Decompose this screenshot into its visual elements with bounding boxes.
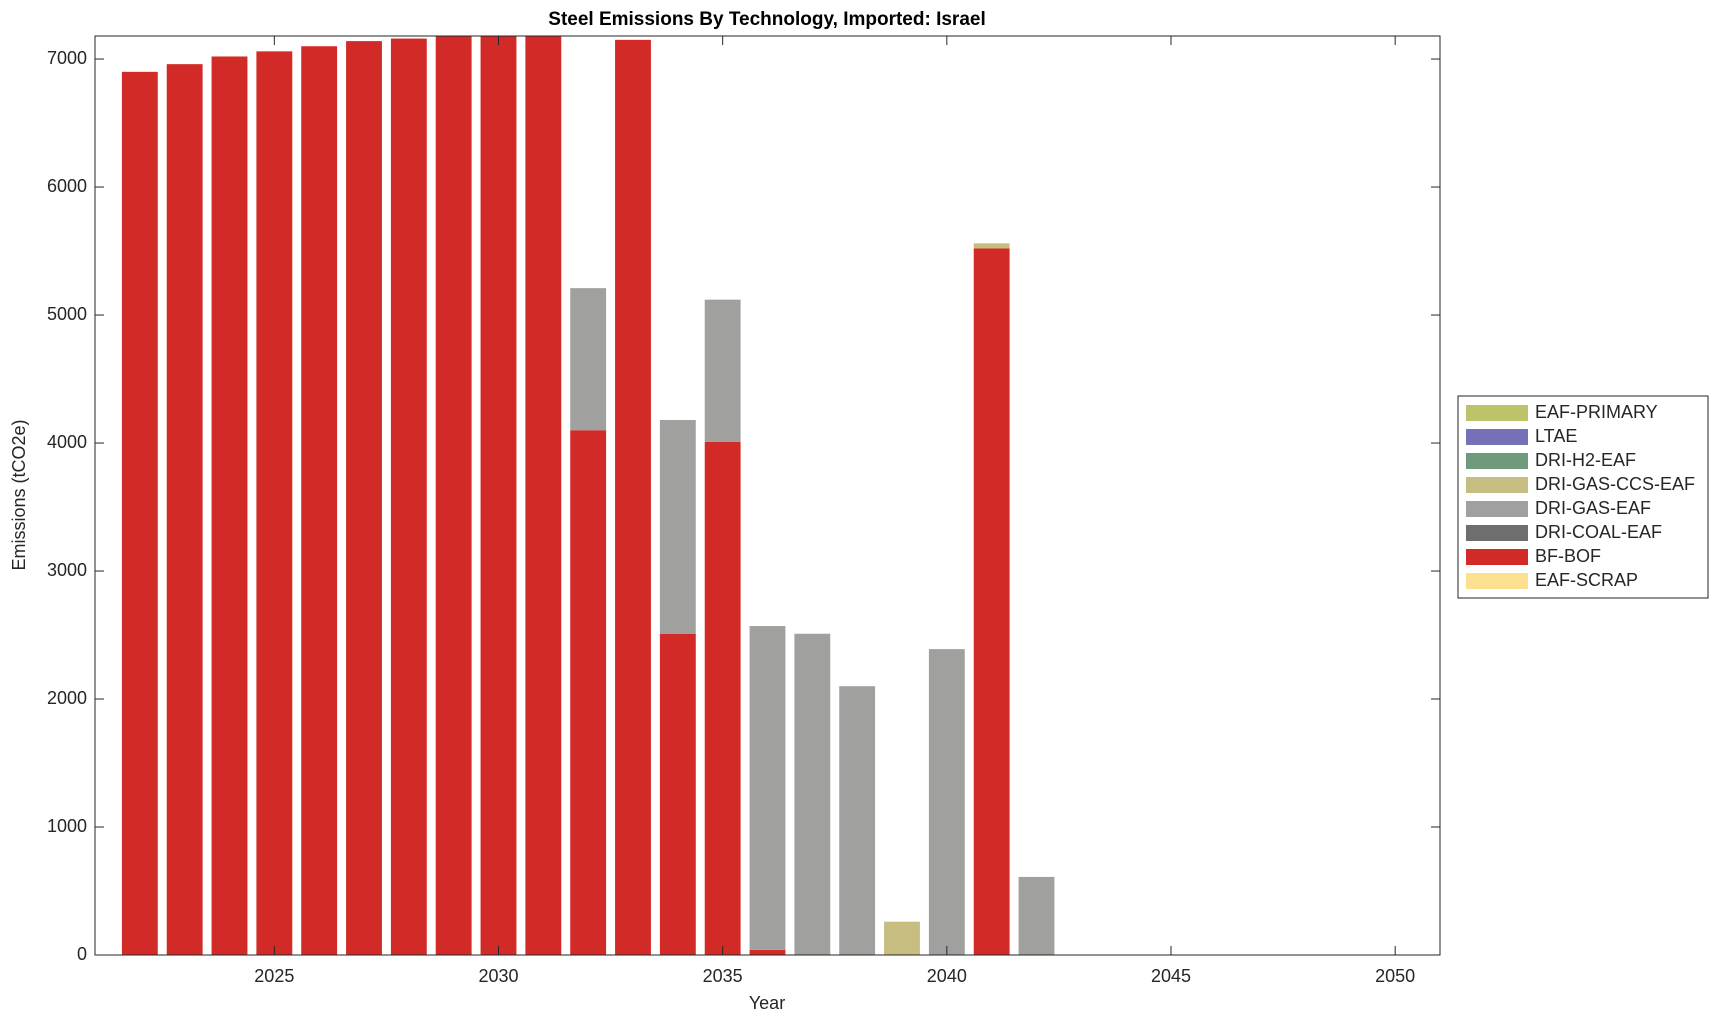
legend-label: DRI-H2-EAF bbox=[1535, 450, 1636, 470]
bar-segment bbox=[973, 243, 1010, 249]
legend-label: EAF-PRIMARY bbox=[1535, 402, 1658, 422]
bar-segment bbox=[435, 36, 472, 955]
legend-label: LTAE bbox=[1535, 426, 1577, 446]
bar-segment bbox=[839, 686, 876, 955]
plot-area bbox=[121, 36, 1055, 955]
bar-segment bbox=[525, 36, 562, 955]
bar-segment bbox=[973, 248, 1010, 955]
bar-segment bbox=[659, 419, 696, 634]
bar-segment bbox=[121, 71, 158, 955]
bar-segment bbox=[1018, 876, 1055, 955]
legend-swatch bbox=[1466, 525, 1528, 541]
y-tick-label: 0 bbox=[77, 944, 87, 964]
legend-swatch bbox=[1466, 429, 1528, 445]
legend-swatch bbox=[1466, 477, 1528, 493]
bar-segment bbox=[794, 633, 831, 955]
bar-segment bbox=[659, 633, 696, 955]
bar-segment bbox=[749, 949, 786, 955]
axes-box bbox=[94, 35, 1441, 956]
x-tick-label: 2025 bbox=[254, 966, 294, 986]
y-tick-label: 5000 bbox=[47, 304, 87, 324]
x-tick-label: 2040 bbox=[927, 966, 967, 986]
bar-segment bbox=[704, 299, 741, 442]
bar-segment bbox=[211, 56, 248, 955]
y-tick-label: 6000 bbox=[47, 176, 87, 196]
x-tick-label: 2035 bbox=[703, 966, 743, 986]
legend-label: DRI-COAL-EAF bbox=[1535, 522, 1662, 542]
legend-swatch bbox=[1466, 549, 1528, 565]
y-tick-label: 4000 bbox=[47, 432, 87, 452]
bar-segment bbox=[346, 41, 382, 955]
x-tick-label: 2050 bbox=[1375, 966, 1415, 986]
legend-label: DRI-GAS-CCS-EAF bbox=[1535, 474, 1695, 494]
bar-segment bbox=[704, 441, 741, 955]
x-tick-label: 2045 bbox=[1151, 966, 1191, 986]
legend-label: BF-BOF bbox=[1535, 546, 1601, 566]
bar-segment bbox=[301, 46, 338, 955]
legend-swatch bbox=[1466, 573, 1528, 589]
x-tick-label: 2030 bbox=[478, 966, 518, 986]
legend-label: EAF-SCRAP bbox=[1535, 570, 1638, 590]
bar-segment bbox=[884, 921, 920, 955]
bar-segment bbox=[480, 36, 517, 955]
bar-segment bbox=[928, 649, 965, 955]
legend-swatch bbox=[1466, 453, 1528, 469]
bar-segment bbox=[570, 288, 607, 431]
x-axis-label: Year bbox=[749, 993, 785, 1013]
y-tick-label: 2000 bbox=[47, 688, 87, 708]
bar-segment bbox=[570, 430, 607, 955]
y-tick-label: 3000 bbox=[47, 560, 87, 580]
bar-segment bbox=[749, 626, 786, 950]
chart-title: Steel Emissions By Technology, Imported:… bbox=[548, 9, 985, 30]
legend-swatch bbox=[1466, 405, 1528, 421]
y-axis-label: Emissions (tCO2e) bbox=[9, 419, 29, 570]
bar-segment bbox=[615, 39, 651, 955]
legend-label: DRI-GAS-EAF bbox=[1535, 498, 1651, 518]
legend-swatch bbox=[1466, 501, 1528, 517]
y-tick-label: 7000 bbox=[47, 48, 87, 68]
y-tick-label: 1000 bbox=[47, 816, 87, 836]
bar-segment bbox=[390, 38, 427, 955]
bar-segment bbox=[256, 51, 293, 955]
bar-segment bbox=[166, 64, 203, 955]
